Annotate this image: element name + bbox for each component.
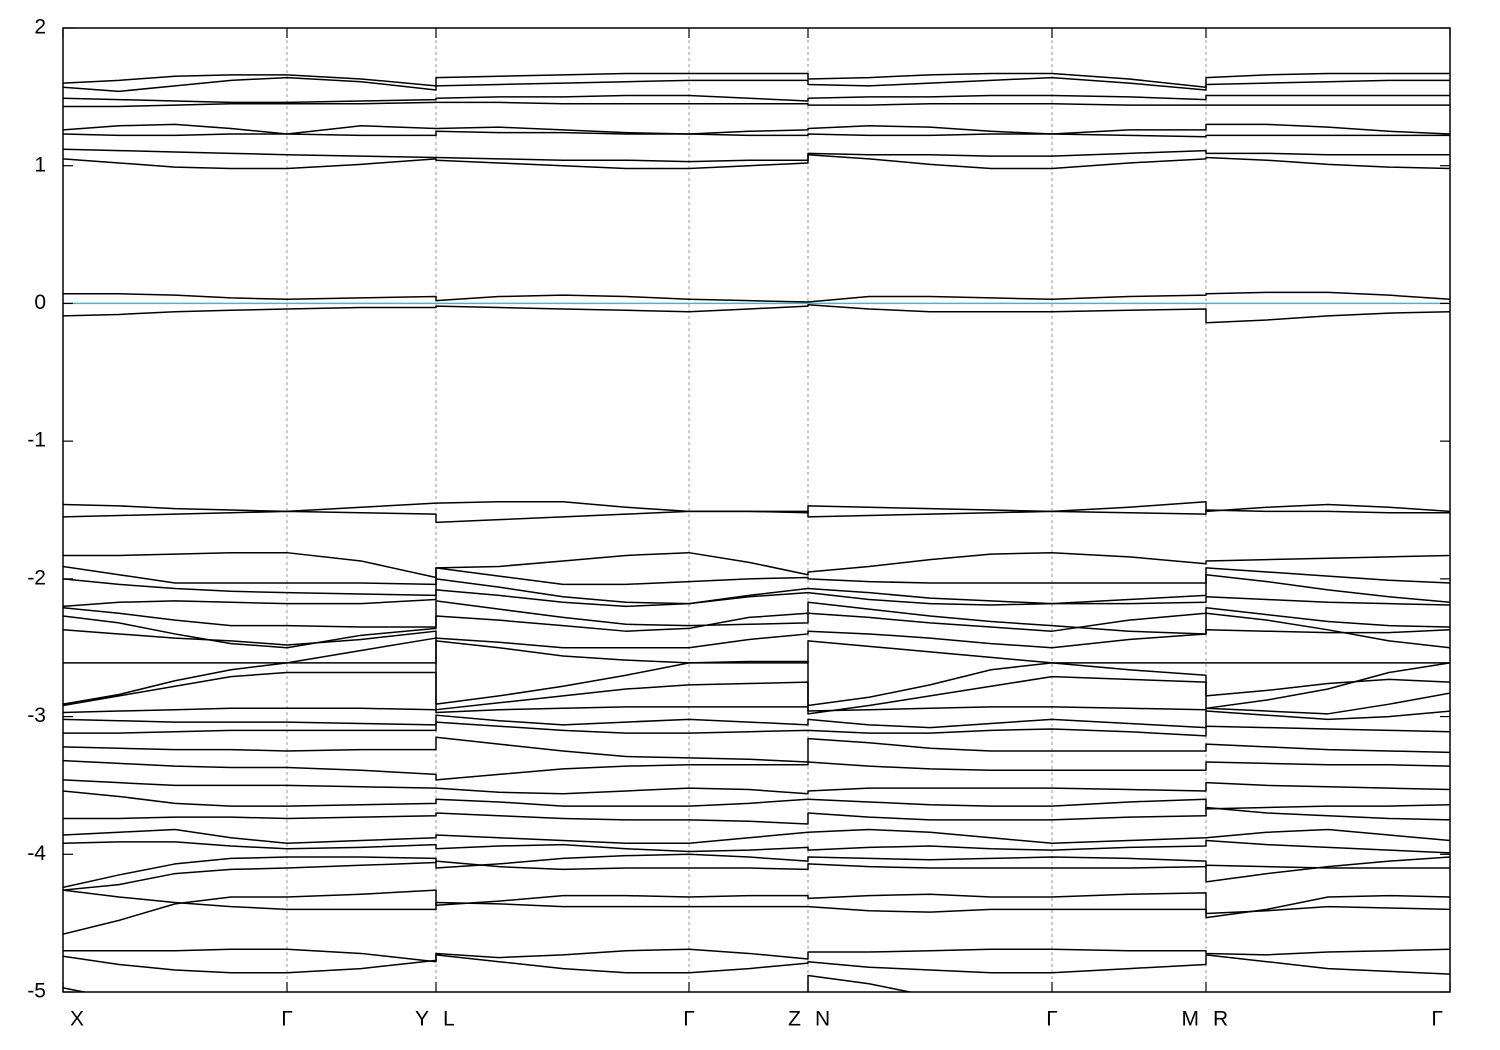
band-line <box>63 853 1450 889</box>
band-line <box>63 637 1450 710</box>
x-tick-label: Γ <box>1431 1008 1443 1031</box>
x-tick-label: Z <box>788 1008 801 1031</box>
x-tick-label: N <box>815 1008 830 1031</box>
band-line <box>63 710 1450 729</box>
y-tick-label: 1 <box>34 153 46 176</box>
band-line <box>63 790 1450 810</box>
band-line <box>63 692 1450 715</box>
band-line <box>63 671 1450 715</box>
band-line <box>63 600 1450 635</box>
band-line <box>63 123 1450 135</box>
y-tick-label: 0 <box>34 291 46 314</box>
y-tick-label: -4 <box>27 842 46 865</box>
band-line <box>63 721 1450 737</box>
band-line <box>63 779 1450 795</box>
x-tick-label: X <box>70 1008 84 1031</box>
x-tick-label: Γ <box>281 1008 293 1031</box>
band-line <box>63 72 1450 88</box>
y-tick-label: 2 <box>34 16 46 39</box>
band-line <box>63 629 1450 649</box>
band-line <box>63 101 1450 108</box>
band-line <box>63 509 1450 524</box>
x-tick-label: Y <box>415 1008 429 1031</box>
band-line <box>63 291 1450 303</box>
band-line <box>63 565 1450 586</box>
band-line <box>63 153 1450 170</box>
axes-layer: 2 1 0 -1 -2 -3 -4 -5 X Γ Y L Γ Z N Γ M R Γ <box>27 16 1451 1031</box>
y-tick-label: -3 <box>27 704 46 727</box>
y-tick-label: -2 <box>27 566 46 589</box>
plot-frame <box>62 27 1451 993</box>
band-line <box>63 573 1450 605</box>
x-tick-label: Γ <box>683 1008 695 1031</box>
band-line <box>63 860 1450 891</box>
x-tick-label: L <box>443 1008 455 1031</box>
band-line <box>63 589 1450 608</box>
band-line <box>63 76 1450 93</box>
band-line <box>63 828 1450 845</box>
band-line <box>63 304 1450 324</box>
band-line <box>63 94 1450 104</box>
band-line <box>63 551 1450 579</box>
band-line <box>63 806 1450 825</box>
bands-layer <box>63 72 1450 992</box>
band-line <box>63 612 1450 649</box>
band-line <box>63 130 1450 138</box>
x-tick-label: Γ <box>1046 1008 1058 1031</box>
band-line <box>63 759 1450 781</box>
band-line <box>63 736 1450 763</box>
band-line <box>63 948 1450 963</box>
y-tick-label: -5 <box>27 980 46 1003</box>
x-tick-label: M <box>1182 1008 1200 1031</box>
band-line <box>63 889 1450 915</box>
band-line <box>63 839 1450 854</box>
band-line <box>63 974 914 992</box>
y-tick-label: -1 <box>27 429 46 452</box>
band-line <box>63 954 1450 975</box>
x-tick-label: R <box>1213 1008 1228 1031</box>
